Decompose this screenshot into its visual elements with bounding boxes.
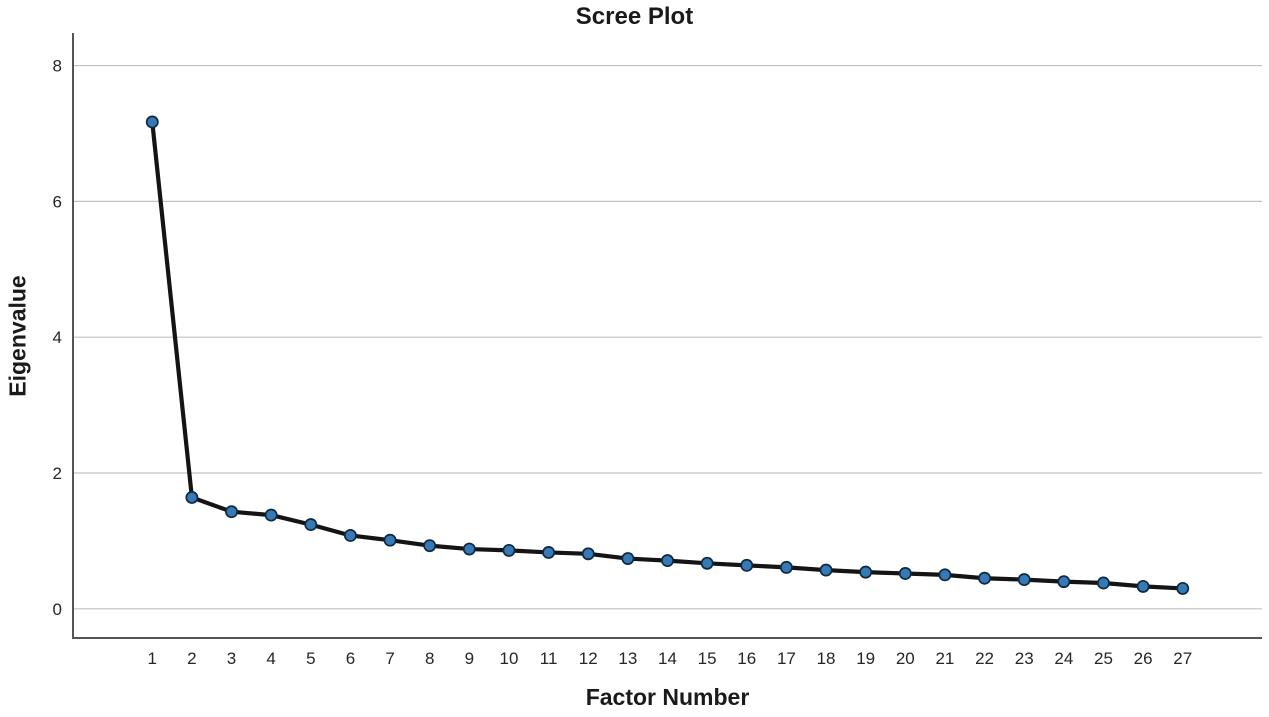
data-point bbox=[661, 554, 674, 568]
x-tick-label: 25 bbox=[1094, 649, 1113, 668]
data-point bbox=[383, 533, 397, 547]
x-tick-label: 27 bbox=[1173, 649, 1192, 668]
y-axis-title: Eigenvalue bbox=[4, 275, 31, 397]
x-tick-label: 18 bbox=[817, 649, 836, 668]
x-tick-label: 3 bbox=[227, 649, 236, 668]
data-point bbox=[225, 505, 238, 519]
x-tick-label: 26 bbox=[1134, 649, 1153, 668]
x-tick-label: 6 bbox=[346, 649, 355, 668]
x-tick-label: 23 bbox=[1015, 649, 1034, 668]
data-point bbox=[1057, 575, 1071, 589]
x-tick-label: 4 bbox=[266, 649, 275, 668]
y-tick-label: 0 bbox=[53, 600, 62, 619]
data-point bbox=[1097, 576, 1110, 590]
data-point bbox=[1017, 573, 1031, 587]
x-tick-label: 24 bbox=[1054, 649, 1073, 668]
data-point bbox=[185, 490, 199, 504]
y-tick-label: 8 bbox=[53, 57, 62, 76]
data-point bbox=[502, 543, 516, 557]
data-point bbox=[304, 518, 318, 532]
chart-title: Scree Plot bbox=[575, 3, 694, 30]
data-point bbox=[462, 542, 476, 556]
data-point bbox=[740, 558, 754, 572]
x-tick-label: 17 bbox=[777, 649, 796, 668]
x-tick-label: 1 bbox=[148, 649, 157, 668]
y-tick-label: 4 bbox=[53, 328, 62, 347]
y-tick-label: 6 bbox=[53, 192, 62, 211]
x-tick-label: 19 bbox=[856, 649, 875, 668]
x-tick-label: 12 bbox=[579, 649, 598, 668]
x-tick-label: 5 bbox=[306, 649, 315, 668]
data-point bbox=[819, 563, 833, 577]
data-point bbox=[1176, 581, 1190, 595]
y-tick-label: 2 bbox=[53, 464, 62, 483]
data-point bbox=[938, 568, 952, 582]
data-point bbox=[621, 552, 635, 566]
x-tick-label: 9 bbox=[465, 649, 474, 668]
data-point bbox=[423, 539, 437, 553]
data-line bbox=[150, 119, 1185, 591]
data-point bbox=[859, 565, 873, 579]
data-point bbox=[978, 571, 992, 585]
data-point bbox=[145, 115, 159, 129]
data-point bbox=[779, 560, 793, 574]
x-tick-label: 13 bbox=[618, 649, 637, 668]
data-point bbox=[581, 547, 595, 561]
x-tick-label: 11 bbox=[540, 649, 558, 668]
x-tick-label: 8 bbox=[425, 649, 434, 668]
data-point bbox=[700, 556, 714, 570]
x-tick-label: 21 bbox=[935, 649, 954, 668]
data-point bbox=[343, 529, 357, 542]
x-axis-title: Factor Number bbox=[585, 684, 750, 710]
x-tick-label: 20 bbox=[896, 649, 915, 668]
x-tick-label: 7 bbox=[385, 649, 394, 668]
x-tick-label: 16 bbox=[737, 649, 756, 668]
data-point bbox=[264, 508, 278, 522]
x-tick-label: 10 bbox=[500, 649, 519, 668]
x-tick-label: 2 bbox=[187, 649, 196, 668]
data-point bbox=[542, 545, 556, 559]
x-tick-label: 22 bbox=[975, 649, 994, 668]
data-point bbox=[1136, 579, 1150, 593]
x-tick-label: 15 bbox=[698, 649, 717, 668]
data-point bbox=[898, 567, 912, 580]
x-tick-label: 14 bbox=[658, 649, 677, 668]
